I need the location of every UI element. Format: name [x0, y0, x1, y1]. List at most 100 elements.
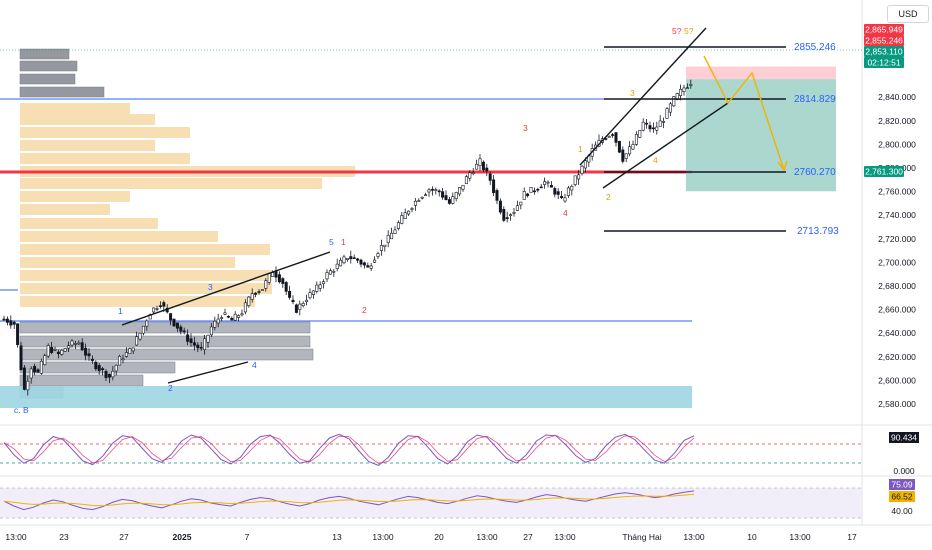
candle — [498, 198, 502, 215]
candle-body — [342, 256, 346, 264]
candle — [9, 315, 13, 329]
candle — [485, 163, 489, 177]
candle — [648, 121, 652, 133]
candle-body — [87, 353, 91, 357]
y-axis-label: 2,640.000 — [878, 328, 916, 338]
candle — [192, 336, 196, 351]
candle — [291, 295, 295, 305]
candle-body — [471, 172, 475, 174]
candle — [56, 349, 60, 359]
candle-body — [192, 342, 196, 346]
candle-body — [206, 334, 210, 343]
value-tag-label: 90.434 — [891, 433, 917, 443]
candle-body — [617, 140, 621, 153]
candle-body — [216, 318, 220, 324]
volume-bar — [19, 60, 78, 72]
stoch-k-line — [3, 433, 695, 466]
candle-body — [291, 299, 295, 303]
candle-body — [512, 212, 516, 214]
candle — [488, 171, 492, 186]
candle-body — [46, 345, 50, 357]
candle-body — [175, 322, 179, 329]
candle — [281, 277, 285, 288]
candle-body — [393, 229, 397, 234]
candle-body — [220, 317, 224, 319]
candle-body — [16, 323, 20, 345]
candle-body — [668, 103, 672, 113]
candle — [254, 292, 258, 298]
wave-label: 3 — [630, 88, 635, 98]
candle-body — [549, 185, 553, 188]
x-axis-label: 10 — [747, 532, 757, 542]
candle — [220, 315, 224, 322]
price-tag-label: 02:12:51 — [867, 58, 900, 68]
candle — [621, 146, 625, 164]
candle-body — [26, 380, 30, 391]
wave-label: 1 — [118, 306, 123, 316]
candle — [77, 340, 81, 345]
candle-body — [9, 320, 13, 326]
candle — [301, 301, 305, 308]
wave-label: 4 — [653, 155, 658, 165]
candle — [349, 250, 353, 264]
candle — [662, 117, 666, 129]
price-tag-box — [864, 24, 904, 35]
candle-body — [563, 197, 567, 202]
candle-body — [665, 108, 669, 119]
candle-body — [556, 191, 560, 195]
candle-body — [403, 212, 407, 220]
candle-body — [553, 188, 557, 195]
candle-body — [169, 313, 173, 321]
candle-body — [509, 214, 513, 216]
candle — [638, 129, 642, 139]
candle — [434, 187, 438, 195]
candle-body — [451, 196, 455, 204]
candle-body — [101, 368, 105, 370]
candle-body — [158, 305, 162, 307]
candle-body — [77, 342, 81, 345]
candle — [376, 251, 380, 260]
volume-bar — [20, 244, 270, 255]
volume-bar — [20, 283, 272, 294]
candle — [145, 319, 149, 331]
candle — [179, 324, 183, 335]
candle — [26, 375, 30, 396]
volume-bar — [20, 114, 155, 125]
candle-body — [349, 256, 353, 260]
candle-body — [583, 160, 587, 169]
candle-body — [645, 122, 649, 125]
volume-bar — [19, 374, 144, 387]
candle — [437, 189, 441, 197]
candle — [209, 323, 213, 338]
volume-bar — [20, 296, 255, 307]
projection-path — [703, 55, 785, 171]
currency-button[interactable]: USD — [887, 5, 929, 23]
candle — [128, 347, 132, 354]
candle — [16, 323, 20, 348]
candle — [413, 198, 417, 211]
candle — [624, 153, 628, 163]
candle-body — [356, 258, 360, 261]
candle-body — [498, 200, 502, 213]
value-tag-box — [889, 479, 915, 490]
candle-body — [461, 184, 465, 190]
candle — [451, 192, 455, 205]
candle-body — [29, 368, 33, 379]
candle-body — [104, 371, 108, 378]
candle — [101, 367, 105, 376]
candle — [492, 175, 496, 197]
candle-body — [277, 274, 281, 283]
candle-body — [94, 362, 98, 370]
candle-body — [80, 342, 84, 351]
candle — [682, 84, 686, 96]
candle — [46, 343, 50, 359]
candle — [495, 188, 499, 205]
candle — [124, 347, 128, 358]
candle — [505, 211, 509, 223]
candle-body — [464, 176, 468, 185]
wave-label: 2 — [606, 192, 611, 202]
candle-body — [515, 205, 519, 211]
candle-body — [19, 345, 23, 370]
candle — [97, 363, 101, 375]
